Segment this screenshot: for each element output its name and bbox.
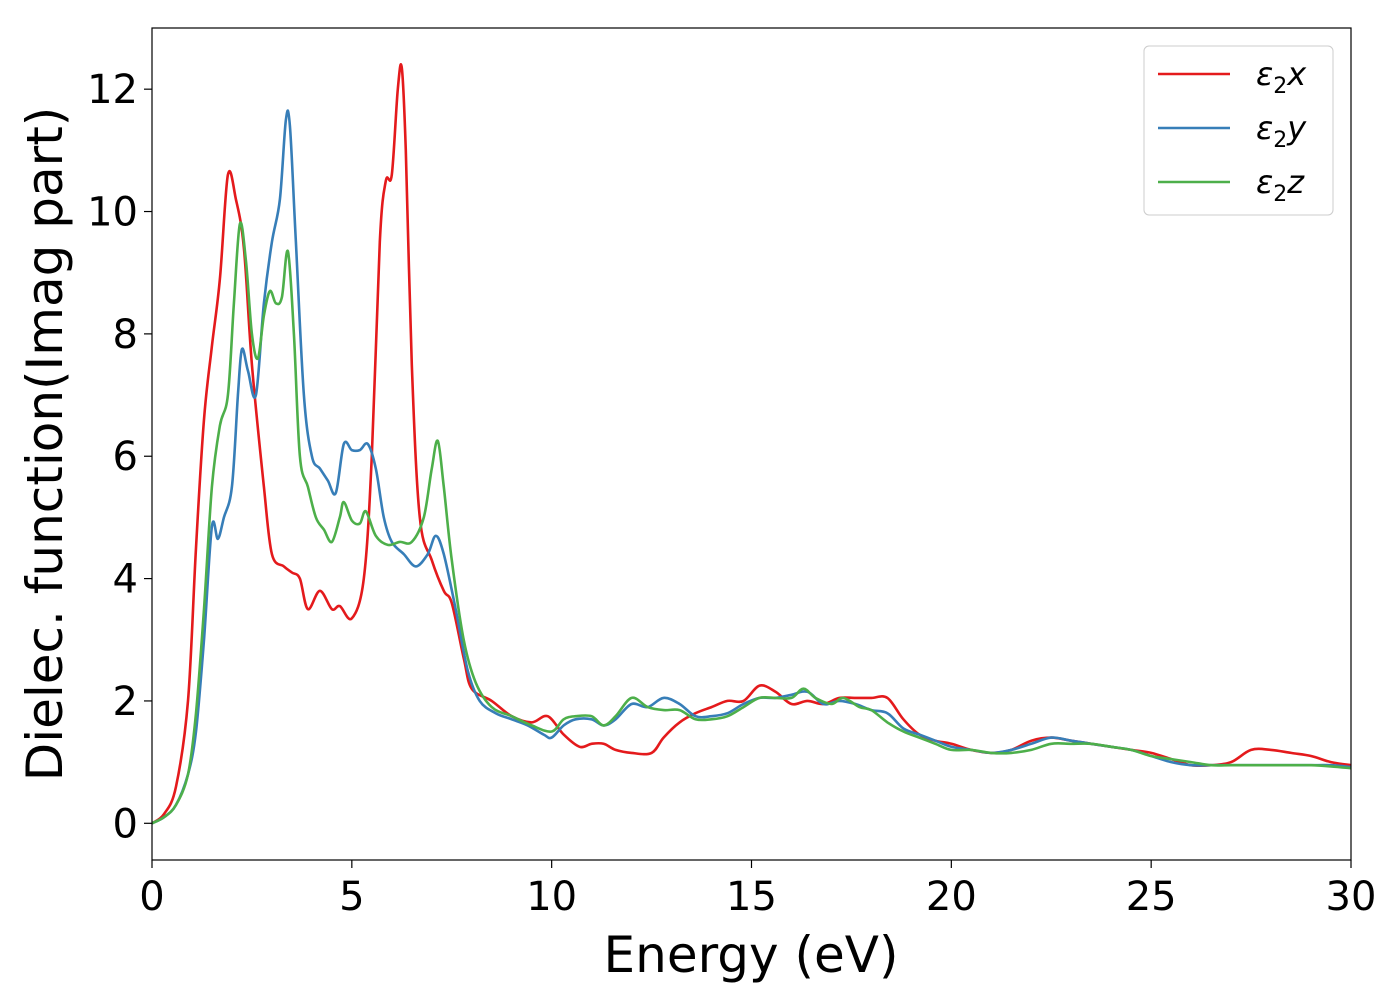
legend-label-x: ε2x [1256, 55, 1307, 99]
x-tick-label: 5 [339, 874, 364, 920]
legend-label-y: ε2y [1256, 109, 1307, 153]
x-tick-label: 10 [526, 874, 577, 920]
y-tick-label: 0 [113, 801, 138, 847]
x-tick-label: 25 [1126, 874, 1177, 920]
y-tick-label: 10 [87, 190, 138, 236]
series-line-y [152, 109, 1351, 825]
series-layer [152, 63, 1351, 825]
y-tick-label: 2 [113, 679, 138, 725]
x-axis: 0 5 10 15 20 25 30 [139, 860, 1376, 920]
y-tick-label: 6 [113, 434, 138, 480]
y-axis: 0 2 4 6 8 10 12 [87, 67, 152, 847]
x-tick-label: 30 [1326, 874, 1377, 920]
y-axis-label: Dielec. function(Imag part) [16, 107, 74, 782]
legend-box [1143, 45, 1334, 216]
x-tick-label: 0 [139, 874, 164, 920]
x-tick-label: 15 [726, 874, 777, 920]
x-axis-label: Energy (eV) [604, 926, 899, 984]
y-tick-label: 8 [113, 312, 138, 358]
series-line-z [152, 221, 1351, 825]
y-tick-label: 12 [87, 67, 138, 113]
legend-label-z: ε2z [1256, 163, 1305, 207]
legend: ε2x ε2y ε2z [1143, 45, 1334, 216]
y-tick-label: 4 [113, 557, 138, 603]
x-tick-label: 20 [926, 874, 977, 920]
